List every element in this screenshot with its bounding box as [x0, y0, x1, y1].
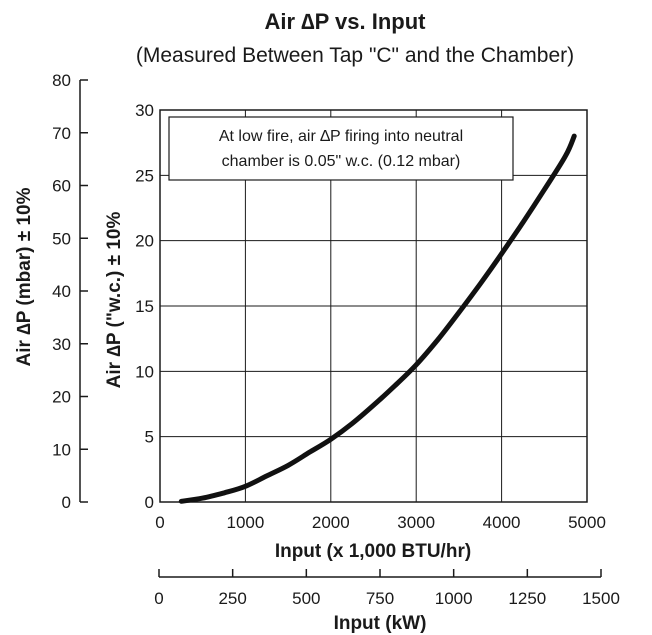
y-mbar-tick-label: 30 — [52, 335, 71, 354]
x-axis-kw-label: Input (kW) — [334, 613, 427, 634]
annotation-line-2: chamber is 0.05" w.c. (0.12 mbar) — [222, 153, 461, 170]
series-line — [178, 133, 577, 504]
x-tick-label: 0 — [155, 513, 164, 532]
x-tick-label: 2000 — [312, 513, 350, 532]
y-axis-mbar-label: Air ∆P (mbar) ± 10% — [14, 187, 35, 366]
y-mbar-tick-label: 60 — [52, 177, 71, 196]
y-tick-label: 15 — [135, 297, 154, 316]
x-kw-tick-label: 250 — [218, 589, 246, 608]
y-mbar-tick-label: 20 — [52, 388, 71, 407]
y-axis-inches-label: Air ∆P ("w.c.) ± 10% — [104, 212, 125, 389]
x-axis-btu-label: Input (x 1,000 BTU/hr) — [275, 541, 471, 562]
x-tick-label: 4000 — [483, 513, 521, 532]
y-mbar-tick-label: 10 — [52, 440, 71, 459]
y-tick-label: 10 — [135, 362, 154, 381]
x-kw-tick-label: 1000 — [435, 589, 473, 608]
x-kw-tick-label: 0 — [154, 589, 163, 608]
y-axis-inches-ticks: 0 5 10 15 20 25 30 — [135, 101, 154, 512]
x-tick-label: 3000 — [397, 513, 435, 532]
y-mbar-tick-label: 80 — [52, 71, 71, 90]
x-kw-tick-label: 500 — [292, 589, 320, 608]
chart-subtitle: (Measured Between Tap "C" and the Chambe… — [136, 44, 574, 67]
y-tick-label: 30 — [135, 101, 154, 120]
plot-area-border — [159, 109, 588, 503]
y-mbar-tick-label: 50 — [52, 229, 71, 248]
x-kw-tick-label: 1250 — [508, 589, 546, 608]
annotation-line-1: At low fire, air ∆P firing into neutral — [219, 128, 463, 145]
y-tick-label: 25 — [135, 166, 154, 185]
x-axis-btu-ticks: 0 1000 2000 3000 4000 5000 — [155, 513, 606, 532]
x-kw-tick-label: 750 — [366, 589, 394, 608]
annotation-frame — [168, 116, 514, 181]
x-tick-label: 5000 — [568, 513, 606, 532]
chart-title: Air ∆P vs. Input — [265, 9, 427, 34]
y-mbar-tick-label: 40 — [52, 282, 71, 301]
x-axis-kw: 0 250 500 750 1000 1250 1500 — [154, 569, 620, 608]
y-tick-label: 20 — [135, 232, 154, 251]
y-tick-label: 0 — [145, 493, 154, 512]
x-tick-label: 1000 — [226, 513, 264, 532]
y-mbar-tick-label: 0 — [62, 493, 71, 512]
y-axis-mbar: 0 10 20 30 40 50 60 70 80 — [52, 71, 88, 512]
y-mbar-tick-label: 70 — [52, 124, 71, 143]
y-tick-label: 5 — [145, 428, 154, 447]
x-kw-tick-label: 1500 — [582, 589, 620, 608]
annotation-box: At low fire, air ∆P firing into neutral … — [168, 116, 514, 181]
